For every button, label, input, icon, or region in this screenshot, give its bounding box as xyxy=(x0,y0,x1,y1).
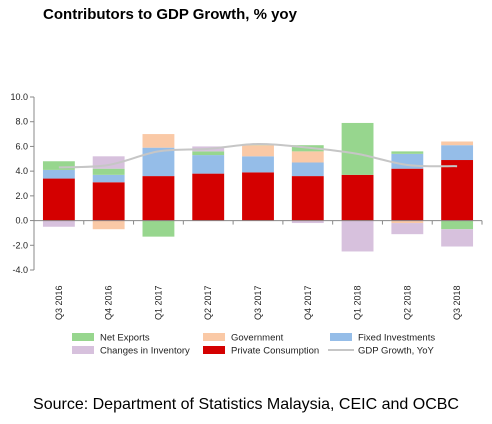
y-tick-label: -4.0 xyxy=(12,265,28,275)
bar-segment xyxy=(242,145,274,157)
legend-swatch xyxy=(330,333,352,341)
x-tick-label: Q3 2017 xyxy=(253,285,263,320)
bar-segment xyxy=(42,178,75,221)
x-tick-label: Q1 2018 xyxy=(353,285,363,320)
bar-segment xyxy=(291,176,324,221)
legend-label: Private Consumption xyxy=(231,346,319,357)
y-tick-label: 8.0 xyxy=(15,117,28,127)
bar-segment xyxy=(92,174,125,183)
bar-segment xyxy=(441,145,474,161)
y-tick-label: 10.0 xyxy=(10,92,28,102)
bar-segment xyxy=(42,220,75,227)
x-tick-label: Q4 2017 xyxy=(303,285,313,320)
bar-segment xyxy=(291,151,324,163)
bar-segment xyxy=(92,168,125,175)
bar-segment xyxy=(391,151,424,154)
bar-segment xyxy=(92,182,125,221)
legend-swatch xyxy=(203,346,225,354)
bar-segment xyxy=(291,220,324,224)
legend-label: Government xyxy=(231,333,284,344)
bar-segment xyxy=(192,155,225,174)
bar-segment xyxy=(341,122,374,175)
y-tick-label: 2.0 xyxy=(15,191,28,201)
bar-segment xyxy=(42,161,75,170)
bar-segment xyxy=(441,160,474,221)
bar-segment xyxy=(441,141,474,146)
y-tick-label: -2.0 xyxy=(12,240,28,250)
legend-swatch xyxy=(72,333,94,341)
x-tick-label: Q1 2017 xyxy=(153,285,163,320)
bar-segment xyxy=(441,229,474,247)
chart-title: Contributors to GDP Growth, % yoy xyxy=(43,6,297,23)
x-tick-label: Q3 2018 xyxy=(452,285,462,320)
bar-segment xyxy=(42,169,75,179)
bar-segment xyxy=(242,156,274,173)
x-tick-label: Q3 2016 xyxy=(54,285,64,320)
bar-segment xyxy=(291,162,324,177)
bar-segment xyxy=(142,220,175,237)
bar-segment xyxy=(192,151,225,156)
bar-segment xyxy=(142,134,175,148)
bar-segment xyxy=(391,220,424,224)
bar-segment xyxy=(92,220,125,230)
gdp-contributors-chart: 10.0 8.0 6.0 4.0 2.0 0.0 -2.0 -4.0 Q3 2016 Q4 201… xyxy=(10,92,483,357)
legend-label: Fixed Investments xyxy=(358,333,435,344)
bar-segment xyxy=(441,220,474,230)
x-tick-label: Q4 2016 xyxy=(104,285,114,320)
bar-segment xyxy=(391,223,424,235)
legend-swatch xyxy=(72,346,94,354)
x-tick-label: Q2 2017 xyxy=(203,285,213,320)
legend-swatch xyxy=(203,333,225,341)
gdp-growth-line xyxy=(58,142,458,169)
source-note: Source: Department of Statistics Malaysi… xyxy=(33,396,459,413)
x-tick-label: Q2 2018 xyxy=(402,285,412,320)
bar-segment xyxy=(242,172,274,221)
legend-label: Changes in Inventory xyxy=(100,346,190,357)
y-tick-label: 6.0 xyxy=(15,141,28,151)
legend-label: GDP Growth, YoY xyxy=(358,346,435,357)
y-tick-label: 4.0 xyxy=(15,166,28,176)
bar-segment xyxy=(142,147,175,177)
bar-segment xyxy=(391,168,424,221)
bar-segment xyxy=(341,220,374,252)
legend-label: Net Exports xyxy=(100,333,150,344)
bar-segment xyxy=(341,174,374,221)
y-tick-label: 0.0 xyxy=(15,216,28,226)
bar-segment xyxy=(192,173,225,221)
bar-segment xyxy=(142,176,175,221)
